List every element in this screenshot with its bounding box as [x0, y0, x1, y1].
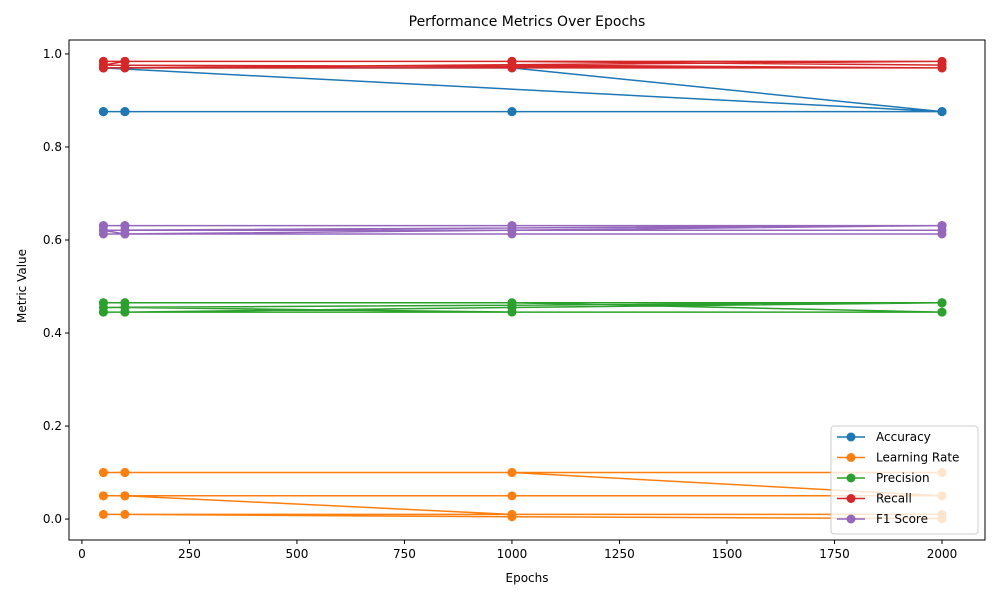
data-point — [937, 298, 947, 308]
legend-marker — [846, 453, 856, 462]
series-line — [102, 302, 943, 313]
legend-marker — [846, 514, 856, 524]
legend-label: Accuracy — [876, 430, 931, 444]
x-tick-label: 1500 — [712, 547, 743, 561]
legend: Accuracy Learning Rate Precision Recall F1 S… — [830, 425, 979, 535]
data-point — [120, 229, 130, 239]
y-tick-label: 0.6 — [43, 233, 62, 247]
data-point — [507, 107, 517, 117]
legend-label: F1 Score — [876, 512, 928, 526]
legend-item: Precision — [837, 471, 930, 485]
data-point — [937, 221, 947, 231]
data-point — [507, 225, 517, 235]
data-point — [120, 63, 130, 73]
series-line — [102, 471, 943, 520]
legend-item: F1 Score — [837, 512, 928, 526]
x-tick-label: 1750 — [819, 547, 850, 561]
data-point — [937, 229, 947, 239]
x-tick-label: 500 — [285, 547, 308, 561]
legend-item: Learning Rate — [837, 451, 959, 465]
series-f1-score — [98, 221, 947, 239]
plot-area: 0 250 500 750 1000 1250 1500 1750 2000 0.0 0.2 0.4… — [43, 39, 986, 561]
data-point — [507, 302, 517, 312]
y-tick-label: 0.2 — [43, 419, 62, 433]
axes-frame — [68, 39, 986, 541]
data-point — [98, 60, 108, 70]
legend-marker — [846, 473, 856, 483]
data-point — [937, 107, 947, 117]
y-axis: 0.0 0.2 0.4 0.6 0.8 1.0 — [43, 47, 69, 526]
data-point — [98, 307, 108, 317]
legend-item: Recall — [837, 492, 912, 506]
data-point — [120, 491, 130, 501]
series-line — [102, 60, 943, 69]
data-point — [120, 56, 130, 66]
legend-marker — [846, 494, 856, 503]
data-point — [98, 107, 108, 117]
y-tick-label: 1.0 — [43, 47, 62, 61]
legend-label: Learning Rate — [876, 451, 959, 465]
series-line — [102, 224, 943, 235]
data-point — [98, 491, 108, 501]
legend-label: Recall — [876, 492, 912, 506]
x-tick-label: 0 — [78, 547, 86, 561]
x-axis-title: Epochs — [506, 571, 549, 585]
x-tick-label: 1250 — [604, 547, 635, 561]
x-tick-label: 1000 — [497, 547, 528, 561]
data-point — [120, 107, 130, 117]
x-tick-label: 750 — [393, 547, 416, 561]
legend-marker — [846, 432, 856, 442]
series-layer — [98, 56, 947, 524]
data-point — [507, 56, 517, 66]
series-accuracy — [98, 63, 947, 117]
data-point — [937, 60, 947, 70]
legend-item: Accuracy — [837, 430, 931, 444]
data-point — [120, 509, 130, 519]
y-tick-label: 0.4 — [43, 326, 62, 340]
x-tick-label: 250 — [178, 547, 201, 561]
y-tick-label: 0.0 — [43, 512, 62, 526]
data-point — [98, 509, 108, 519]
data-point — [98, 468, 108, 478]
data-point — [98, 229, 108, 239]
y-tick-label: 0.8 — [43, 140, 62, 154]
data-point — [507, 512, 517, 522]
data-point — [507, 468, 517, 478]
x-axis: 0 250 500 750 1000 1250 1500 1750 2000 — [78, 540, 957, 561]
legend-label: Precision — [876, 471, 930, 485]
series-precision — [98, 298, 947, 317]
series-line — [102, 67, 943, 113]
data-point — [120, 468, 130, 478]
data-point — [507, 491, 517, 501]
x-tick-label: 2000 — [927, 547, 958, 561]
legend-frame — [830, 425, 979, 535]
data-point — [120, 307, 130, 317]
series-recall — [98, 56, 947, 73]
data-point — [937, 307, 947, 317]
chart-title: Performance Metrics Over Epochs — [409, 14, 646, 30]
y-axis-title: Metric Value — [15, 249, 29, 323]
